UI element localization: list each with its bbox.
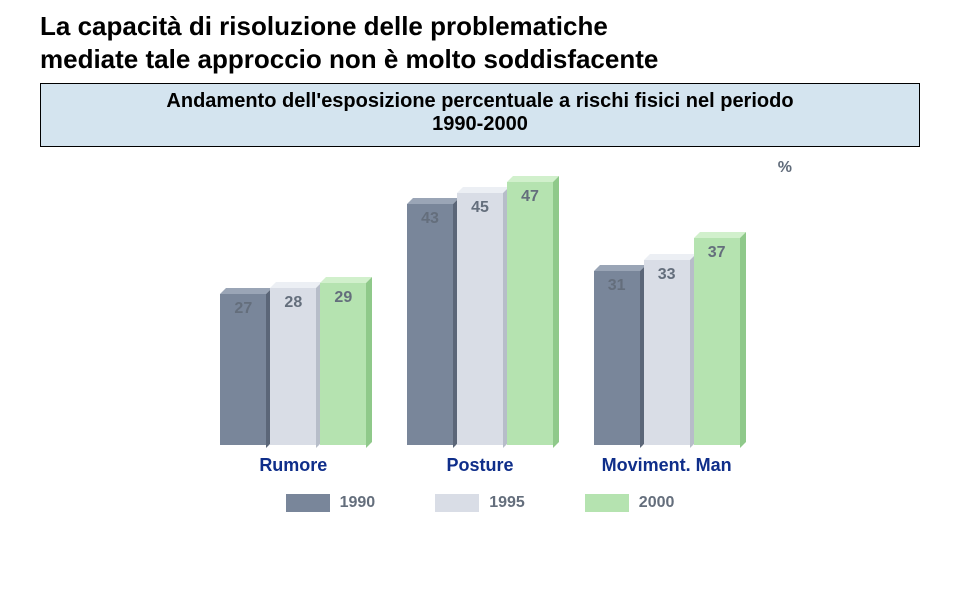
legend-item: 2000 (585, 494, 675, 512)
bar-value-label: 28 (270, 294, 316, 312)
bar-value-label: 37 (694, 244, 740, 262)
bar-group: 434547 (407, 182, 553, 445)
subtitle-box: Andamento dell'esposizione percentuale a… (40, 83, 920, 147)
legend-year-label: 2000 (639, 494, 675, 512)
legend-swatch (286, 494, 330, 512)
bar: 27 (220, 294, 266, 445)
bar-group: 313337 (594, 238, 740, 445)
title-line-2: mediate tale approccio non è molto soddi… (40, 43, 920, 76)
slide-title: La capacità di risoluzione delle problem… (40, 10, 920, 75)
bar: 29 (320, 283, 366, 445)
legend-swatch (435, 494, 479, 512)
bar-group: 272829 (220, 283, 366, 445)
bar: 47 (507, 182, 553, 445)
axis-category-label: Moviment. Man (594, 455, 740, 476)
subtitle-line-1: Andamento dell'esposizione percentuale a… (51, 90, 909, 113)
bar-value-label: 43 (407, 210, 453, 228)
legend-item: 1990 (286, 494, 376, 512)
bar: 31 (594, 271, 640, 445)
bar: 45 (457, 193, 503, 445)
legend: 1990 1995 2000 (160, 494, 800, 512)
bar-value-label: 33 (644, 266, 690, 284)
bar: 28 (270, 288, 316, 445)
axis-labels: Rumore Posture Moviment. Man (160, 455, 800, 476)
legend-year-label: 1990 (340, 494, 376, 512)
subtitle-line-2: 1990-2000 (51, 113, 909, 136)
bar-value-label: 27 (220, 300, 266, 318)
axis-category-label: Rumore (220, 455, 366, 476)
legend-year-label: 1995 (489, 494, 525, 512)
axis-category-label: Posture (407, 455, 553, 476)
bar: 37 (694, 238, 740, 445)
bar-chart: % 272829434547313337 (160, 155, 800, 445)
bar: 43 (407, 204, 453, 445)
bar-value-label: 45 (457, 199, 503, 217)
title-line-1: La capacità di risoluzione delle problem… (40, 10, 920, 43)
bar-value-label: 31 (594, 277, 640, 295)
legend-item: 1995 (435, 494, 525, 512)
legend-swatch (585, 494, 629, 512)
bar-value-label: 29 (320, 289, 366, 307)
bar: 33 (644, 260, 690, 445)
bar-value-label: 47 (507, 188, 553, 206)
